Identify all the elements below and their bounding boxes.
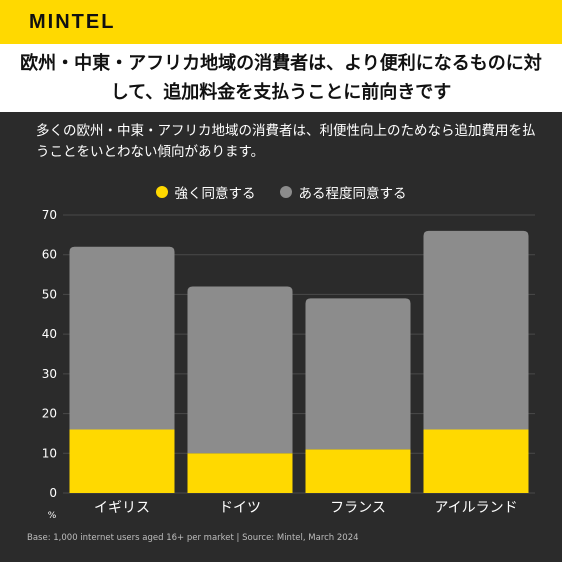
legend-swatch-strongly-agree <box>155 186 168 198</box>
legend-label-somewhat-agree: ある程度同意する <box>298 186 407 202</box>
bar-segment-strongly-agree <box>69 429 175 493</box>
y-tick-label: 0 <box>49 486 57 500</box>
y-tick-label: 20 <box>42 407 57 421</box>
legend-item-somewhat-agree: ある程度同意する <box>279 182 407 202</box>
x-category-label: アイルランド <box>434 500 517 516</box>
y-tick-label: 60 <box>42 248 57 262</box>
y-tick-label: 40 <box>42 327 57 341</box>
bar-segment-somewhat-agree <box>423 230 529 430</box>
stacked-bar-chart: 0 10 20 30 40 50 60 70% イギリス ドイツ フランス アイルランド <box>42 208 535 521</box>
headline: 欧州・中東・アフリカ地域の消費者は、より便利になるものに対して、追加料金を支払う… <box>20 53 542 103</box>
y-unit-label: % <box>48 511 57 521</box>
y-tick-label: 70 <box>42 208 57 222</box>
chart-legend: 強く同意する ある程度同意する <box>0 182 562 202</box>
legend-item-strongly-agree: 強く同意する <box>155 182 256 202</box>
chart-subtitle: 多くの欧州・中東・アフリカ地域の消費者は、利便性向上のためなら追加費用を払うこと… <box>36 123 536 160</box>
y-tick-label: 50 <box>42 287 57 301</box>
headline-banner: 欧州・中東・アフリカ地域の消費者は、より便利になるものに対して、追加料金を支払う… <box>0 44 562 112</box>
bar-segment-strongly-agree <box>423 429 529 493</box>
x-category-label: フランス <box>330 500 386 516</box>
brand-bar: MINTEL <box>0 0 562 44</box>
mintel-logo: MINTEL <box>29 11 116 33</box>
source-footnote: Base: 1,000 internet users aged 16+ per … <box>27 533 359 543</box>
bar-segment-strongly-agree <box>305 449 411 493</box>
x-category-label: ドイツ <box>219 500 261 516</box>
bar-segment-somewhat-agree <box>305 298 411 450</box>
bar-segment-strongly-agree <box>187 453 293 493</box>
legend-label-strongly-agree: 強く同意する <box>174 186 256 202</box>
legend-swatch-somewhat-agree <box>279 186 292 198</box>
x-category-label: イギリス <box>94 500 150 516</box>
y-tick-label: 30 <box>42 367 57 381</box>
bar-segment-somewhat-agree <box>69 246 175 430</box>
y-tick-label: 10 <box>42 446 57 460</box>
bar-segment-somewhat-agree <box>187 286 293 454</box>
